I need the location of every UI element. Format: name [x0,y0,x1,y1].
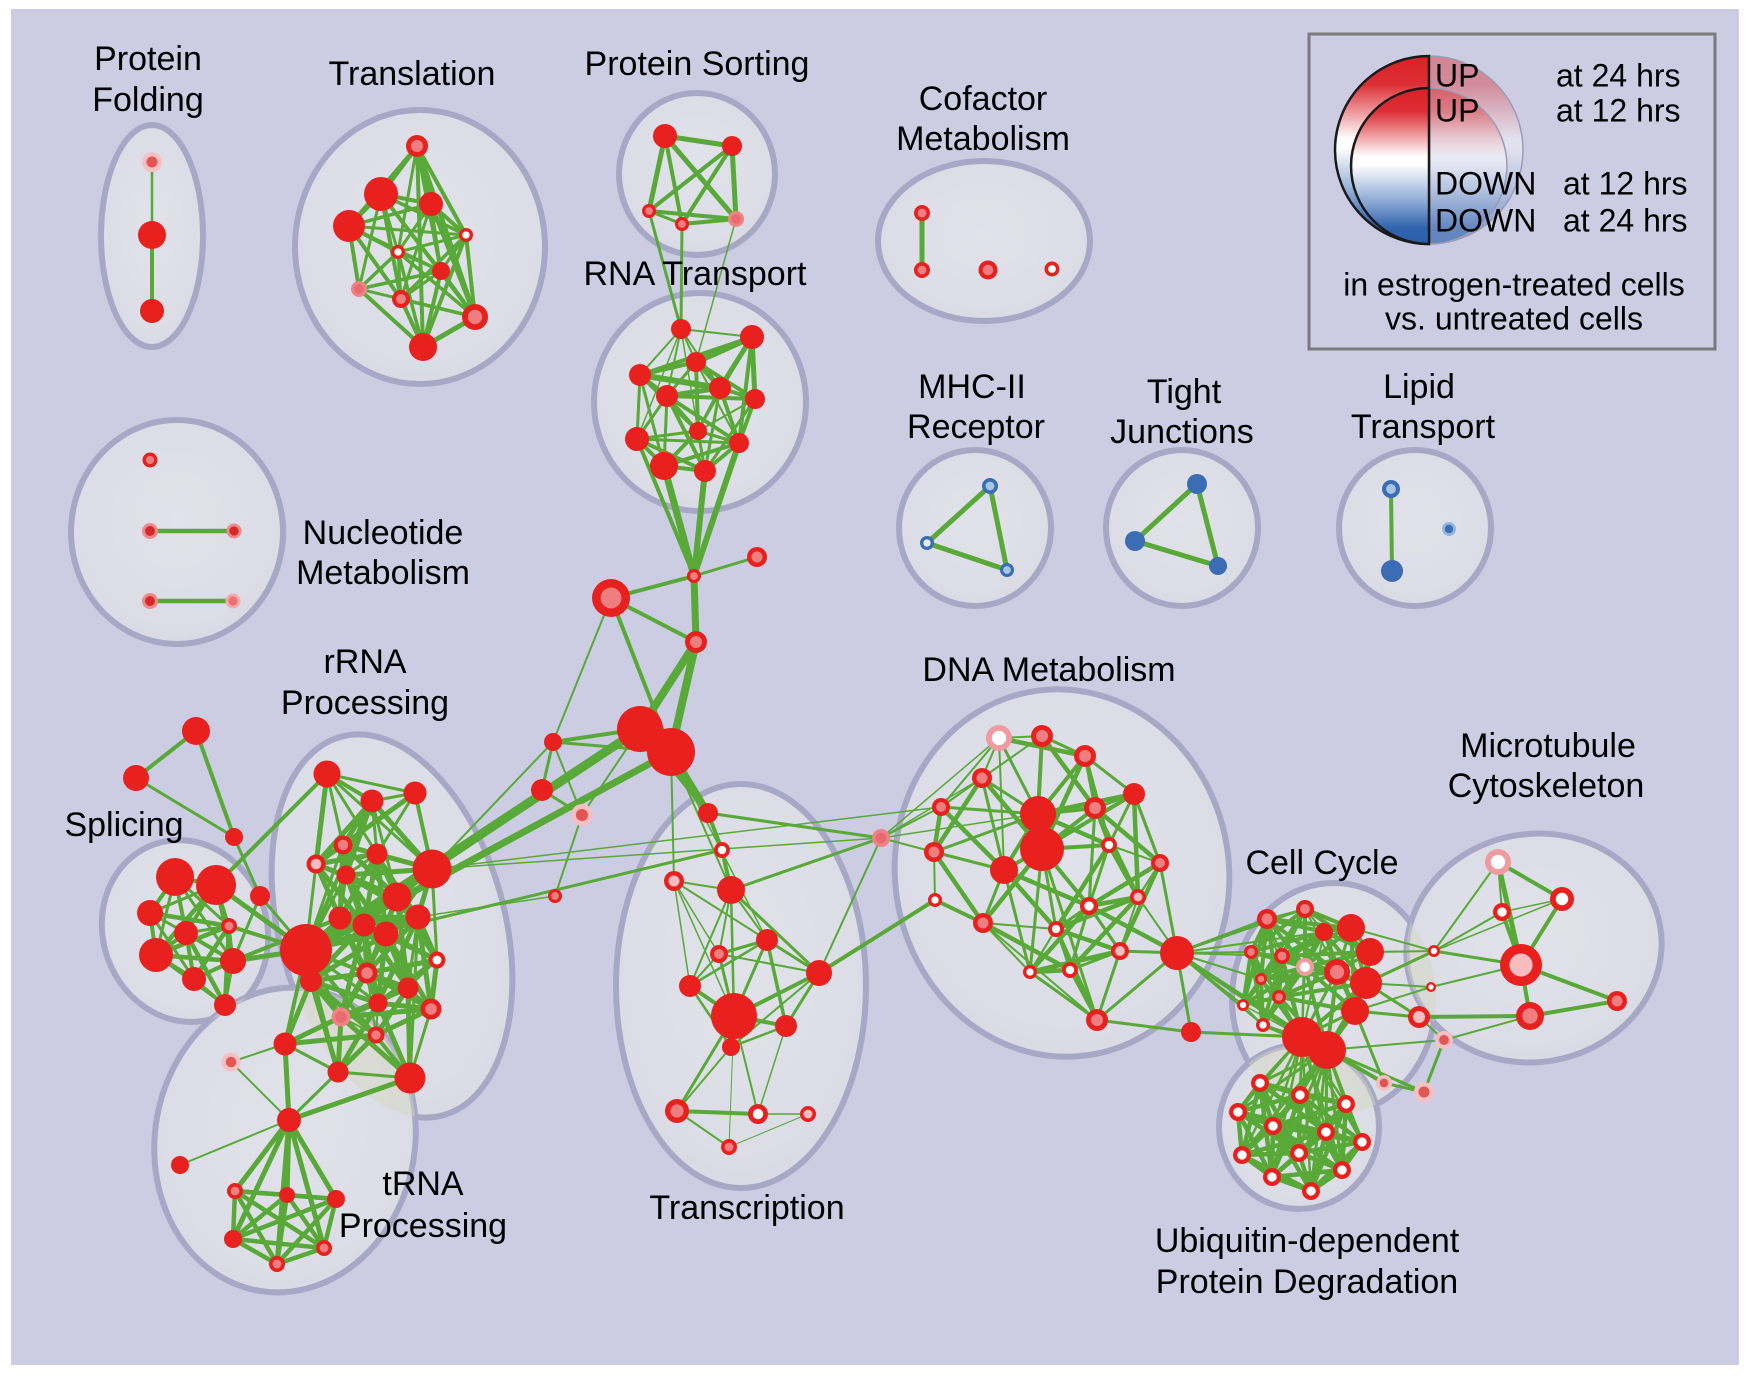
svg-text:at 12 hrs: at 12 hrs [1563,165,1688,201]
svg-text:at 24 hrs: at 24 hrs [1556,57,1681,93]
svg-text:RNA Transport: RNA Transport [584,255,808,293]
svg-text:Junctions: Junctions [1110,413,1254,451]
svg-text:at 24 hrs: at 24 hrs [1563,202,1688,238]
svg-text:Translation: Translation [329,55,496,93]
svg-text:Microtubule: Microtubule [1460,727,1636,765]
svg-text:Transcription: Transcription [649,1189,844,1227]
svg-text:tRNA: tRNA [382,1165,464,1203]
svg-text:Transport: Transport [1351,408,1496,446]
svg-text:Protein Sorting: Protein Sorting [585,45,810,83]
svg-text:Ubiquitin-dependent: Ubiquitin-dependent [1155,1222,1460,1260]
svg-text:Protein: Protein [94,40,202,78]
svg-text:Cell Cycle: Cell Cycle [1245,844,1398,882]
svg-text:at 12 hrs: at 12 hrs [1556,92,1681,128]
svg-text:DNA Metabolism: DNA Metabolism [922,651,1175,689]
svg-text:Cofactor: Cofactor [919,80,1048,118]
svg-text:in estrogen-treated cells: in estrogen-treated cells [1343,266,1685,302]
svg-text:rRNA: rRNA [323,643,406,681]
svg-text:Processing: Processing [281,684,449,722]
svg-text:Receptor: Receptor [907,408,1045,446]
svg-text:Tight: Tight [1147,373,1222,411]
svg-text:Nucleotide: Nucleotide [303,514,464,552]
svg-text:Lipid: Lipid [1383,368,1455,406]
svg-text:Processing: Processing [339,1207,507,1245]
svg-text:Protein Degradation: Protein Degradation [1156,1263,1458,1301]
svg-text:DOWN: DOWN [1435,202,1536,238]
svg-text:UP: UP [1435,57,1479,93]
svg-text:vs. untreated cells: vs. untreated cells [1385,300,1643,336]
svg-text:MHC-II: MHC-II [918,368,1026,406]
svg-text:Metabolism: Metabolism [296,554,470,592]
svg-text:DOWN: DOWN [1435,165,1536,201]
svg-text:Metabolism: Metabolism [896,120,1070,158]
svg-text:Cytoskeleton: Cytoskeleton [1448,767,1645,805]
svg-text:Splicing: Splicing [64,806,183,844]
svg-text:Folding: Folding [92,81,204,119]
svg-text:UP: UP [1435,92,1479,128]
